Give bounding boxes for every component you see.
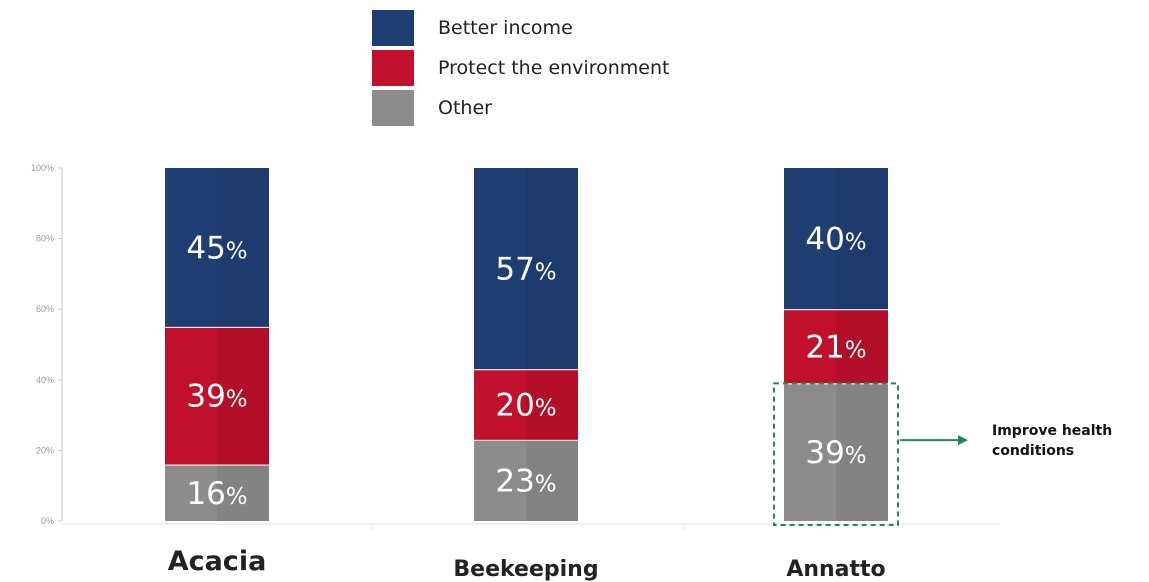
bar-beekeeping-other <box>474 439 578 521</box>
data-label-acacia-protect-the-environment: 39% <box>186 379 247 415</box>
data-label-beekeeping-other: 23% <box>495 463 556 499</box>
x-category-label-annatto: Annatto <box>786 557 885 582</box>
bar-acacia-other <box>165 464 269 521</box>
bar-shading <box>836 383 888 521</box>
bar-annatto-protect-the-environment <box>784 309 888 384</box>
bar-shading <box>217 464 269 521</box>
x-axis: Acacia Beekeeping Annatto <box>62 523 1000 582</box>
data-label-beekeeping-better-income: 57% <box>495 252 556 288</box>
legend-swatch-protect-the-environment <box>372 50 414 86</box>
bar-shading <box>526 439 578 521</box>
y-tick-label: 60% <box>36 304 54 314</box>
data-label-beekeeping-protect-the-environment: 20% <box>495 388 556 424</box>
bars: 16% 39% 45% 23% 20% 57% 39% 21% 40% <box>165 168 888 521</box>
data-label-annatto-better-income: 40% <box>805 222 866 258</box>
bar-shading <box>836 168 888 310</box>
data-label-annatto-protect-the-environment: 21% <box>805 329 866 365</box>
bar-shading <box>217 326 269 465</box>
legend-label-better-income: Better income <box>438 17 573 39</box>
data-label-acacia-better-income: 45% <box>186 230 247 266</box>
annotation-text: Improve health conditions <box>992 423 1112 459</box>
y-tick-label: 0% <box>41 516 54 526</box>
bar-shading <box>836 309 888 384</box>
bar-annatto-better-income <box>784 168 888 310</box>
x-category-label-beekeeping: Beekeeping <box>453 557 598 582</box>
legend-label-other: Other <box>438 97 492 119</box>
y-tick-label: 20% <box>36 445 54 455</box>
annotation-highlight-box <box>773 382 899 526</box>
y-axis: 0% 20% 40% 60% 80% 100% <box>31 163 63 526</box>
bar-shading <box>526 369 578 440</box>
bar-shading <box>526 168 578 370</box>
legend-label-protect-the-environment: Protect the environment <box>438 57 669 79</box>
bar-beekeeping-better-income <box>474 168 578 370</box>
bar-acacia-better-income <box>165 168 269 327</box>
annotation: Improve health conditions <box>773 382 1112 526</box>
bar-annatto-other <box>784 383 888 521</box>
legend-swatch-better-income <box>372 10 414 46</box>
data-label-annatto-other: 39% <box>805 435 866 471</box>
y-tick-label: 100% <box>31 163 54 173</box>
x-category-label-acacia: Acacia <box>168 546 267 577</box>
legend-swatch-other <box>372 90 414 126</box>
bar-acacia-protect-the-environment <box>165 326 269 465</box>
annotation-arrow-head <box>958 435 968 446</box>
data-label-acacia-other: 16% <box>186 476 247 512</box>
legend: Better income Protect the environment Othe… <box>372 10 669 126</box>
bar-shading <box>217 168 269 327</box>
y-tick-label: 40% <box>36 375 54 385</box>
bar-beekeeping-protect-the-environment <box>474 369 578 440</box>
y-tick-label: 80% <box>36 234 54 244</box>
